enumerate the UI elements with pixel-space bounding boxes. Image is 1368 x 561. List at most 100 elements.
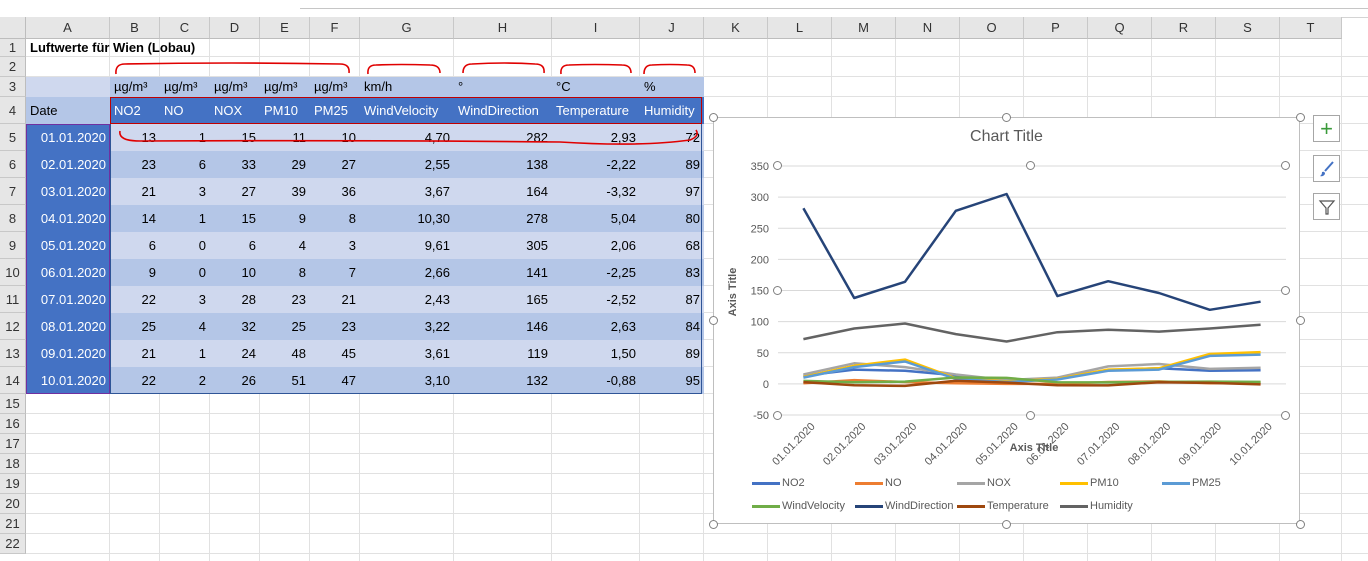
row-header-9[interactable]: 9 [0,232,26,259]
data-cell[interactable]: 132 [454,367,552,394]
data-cell[interactable]: 3,61 [360,340,454,367]
row-header-13[interactable]: 13 [0,340,26,367]
header-date[interactable]: Date [26,97,110,124]
column-header-p[interactable]: P [1024,17,1088,39]
row-header-20[interactable]: 20 [0,494,26,514]
resize-handle[interactable] [1281,161,1290,170]
resize-handle[interactable] [1281,411,1290,420]
row-header-2[interactable]: 2 [0,57,26,77]
column-header-k[interactable]: K [704,17,768,39]
unit-label[interactable]: ° [454,77,552,97]
resize-handle[interactable] [1296,316,1305,325]
data-cell[interactable]: 6 [160,151,210,178]
data-cell[interactable]: 305 [454,232,552,259]
row-header-11[interactable]: 11 [0,286,26,313]
column-header-s[interactable]: S [1216,17,1280,39]
data-cell[interactable]: 1,50 [552,340,640,367]
data-cell[interactable]: 15 [210,205,260,232]
data-cell[interactable]: 27 [310,151,360,178]
column-header-m[interactable]: M [832,17,896,39]
data-cell[interactable]: 21 [110,178,160,205]
header-no2[interactable]: NO2 [110,97,160,124]
data-cell[interactable]: 1 [160,340,210,367]
column-header-l[interactable]: L [768,17,832,39]
data-cell[interactable]: 3 [310,232,360,259]
row-header-1[interactable]: 1 [0,39,26,57]
date-cell[interactable]: 02.01.2020 [26,151,110,178]
chart-legend[interactable]: NO2 NO NOX PM10 PM25 WindVelocity WindDirectio… [752,475,1292,519]
row-header-4[interactable]: 4 [0,97,26,124]
data-cell[interactable]: 27 [210,178,260,205]
column-header-g[interactable]: G [360,17,454,39]
data-cell[interactable]: 3 [160,286,210,313]
column-header-i[interactable]: I [552,17,640,39]
data-cell[interactable]: -0,88 [552,367,640,394]
resize-handle[interactable] [1002,520,1011,529]
data-cell[interactable]: 165 [454,286,552,313]
row-header-7[interactable]: 7 [0,178,26,205]
column-header-o[interactable]: O [960,17,1024,39]
data-cell[interactable]: 21 [110,340,160,367]
header-windvelocity[interactable]: WindVelocity [360,97,454,124]
data-cell[interactable]: 80 [640,205,704,232]
date-cell[interactable]: 05.01.2020 [26,232,110,259]
data-cell[interactable]: 48 [260,340,310,367]
row-header-14[interactable]: 14 [0,367,26,394]
row-header-22[interactable]: 22 [0,534,26,554]
header-pm25[interactable]: PM25 [310,97,360,124]
column-header-a[interactable]: A [26,17,110,39]
series-line-winddirection[interactable] [802,192,1261,312]
data-cell[interactable]: -2,25 [552,259,640,286]
data-cell[interactable]: 10 [210,259,260,286]
data-cell[interactable]: 9,61 [360,232,454,259]
data-cell[interactable]: 22 [110,367,160,394]
data-cell[interactable]: 14 [110,205,160,232]
data-cell[interactable]: 23 [310,313,360,340]
row-header-18[interactable]: 18 [0,454,26,474]
unit-label[interactable]: % [640,77,704,97]
data-cell[interactable]: 39 [260,178,310,205]
data-cell[interactable]: 119 [454,340,552,367]
resize-handle[interactable] [709,520,718,529]
column-header-r[interactable]: R [1152,17,1216,39]
date-cell[interactable]: 03.01.2020 [26,178,110,205]
unit-label[interactable]: km/h [360,77,454,97]
data-cell[interactable]: 2,06 [552,232,640,259]
data-cell[interactable]: 3 [160,178,210,205]
data-cell[interactable]: 8 [260,259,310,286]
data-cell[interactable]: 8 [310,205,360,232]
resize-handle[interactable] [1026,411,1035,420]
data-cell[interactable]: 0 [160,232,210,259]
column-header-d[interactable]: D [210,17,260,39]
column-header-b[interactable]: B [110,17,160,39]
unit-label[interactable]: µg/m³ [310,77,360,97]
data-cell[interactable]: 22 [110,286,160,313]
data-cell[interactable]: 0 [160,259,210,286]
unit-label[interactable]: µg/m³ [210,77,260,97]
column-header-n[interactable]: N [896,17,960,39]
data-cell[interactable]: 3,67 [360,178,454,205]
data-cell[interactable]: 21 [310,286,360,313]
unit-label[interactable]: °C [552,77,640,97]
row-header-19[interactable]: 19 [0,474,26,494]
date-cell[interactable]: 08.01.2020 [26,313,110,340]
column-header-t[interactable]: T [1280,17,1342,39]
unit-label[interactable]: µg/m³ [260,77,310,97]
data-cell[interactable]: 9 [110,259,160,286]
data-cell[interactable]: 3,10 [360,367,454,394]
resize-handle[interactable] [1296,113,1305,122]
data-cell[interactable]: 89 [640,151,704,178]
data-cell[interactable]: 97 [640,178,704,205]
header-temperature[interactable]: Temperature [552,97,640,124]
legend-item[interactable]: PM10 [1060,475,1119,491]
date-cell[interactable]: 06.01.2020 [26,259,110,286]
data-cell[interactable]: 3,22 [360,313,454,340]
header-pm10[interactable]: PM10 [260,97,310,124]
data-cell[interactable]: 141 [454,259,552,286]
column-header-q[interactable]: Q [1088,17,1152,39]
select-all-corner[interactable] [0,17,26,39]
data-cell[interactable]: 25 [260,313,310,340]
data-cell[interactable]: 89 [640,340,704,367]
data-cell[interactable]: 6 [110,232,160,259]
data-cell[interactable]: 4 [160,313,210,340]
